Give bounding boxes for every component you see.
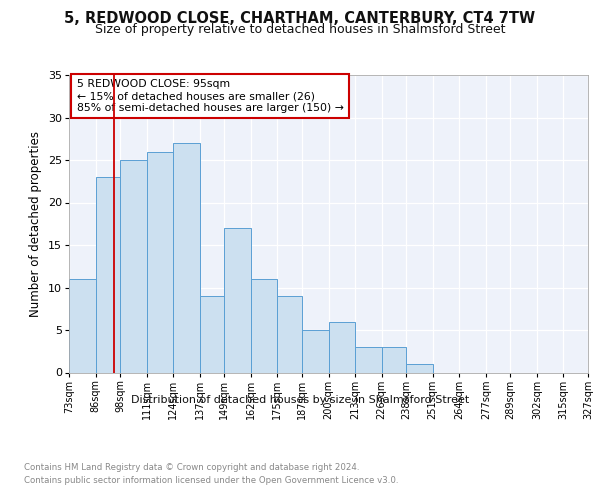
Bar — [120, 160, 146, 372]
Text: 5, REDWOOD CLOSE, CHARTHAM, CANTERBURY, CT4 7TW: 5, REDWOOD CLOSE, CHARTHAM, CANTERBURY, … — [64, 11, 536, 26]
Bar — [173, 143, 200, 372]
Bar — [69, 279, 95, 372]
Bar — [224, 228, 251, 372]
Bar — [355, 347, 382, 372]
Y-axis label: Number of detached properties: Number of detached properties — [29, 130, 43, 317]
Text: Contains HM Land Registry data © Crown copyright and database right 2024.: Contains HM Land Registry data © Crown c… — [24, 462, 359, 471]
Bar — [302, 330, 329, 372]
Text: Size of property relative to detached houses in Shalmsford Street: Size of property relative to detached ho… — [95, 24, 505, 36]
Bar — [329, 322, 355, 372]
Text: 5 REDWOOD CLOSE: 95sqm
← 15% of detached houses are smaller (26)
85% of semi-det: 5 REDWOOD CLOSE: 95sqm ← 15% of detached… — [77, 80, 344, 112]
Text: Distribution of detached houses by size in Shalmsford Street: Distribution of detached houses by size … — [131, 395, 469, 405]
Bar — [277, 296, 302, 372]
Bar — [251, 279, 277, 372]
Bar — [95, 177, 120, 372]
Bar — [406, 364, 433, 372]
Bar — [382, 347, 406, 372]
Bar — [146, 152, 173, 372]
Text: Contains public sector information licensed under the Open Government Licence v3: Contains public sector information licen… — [24, 476, 398, 485]
Bar — [200, 296, 224, 372]
